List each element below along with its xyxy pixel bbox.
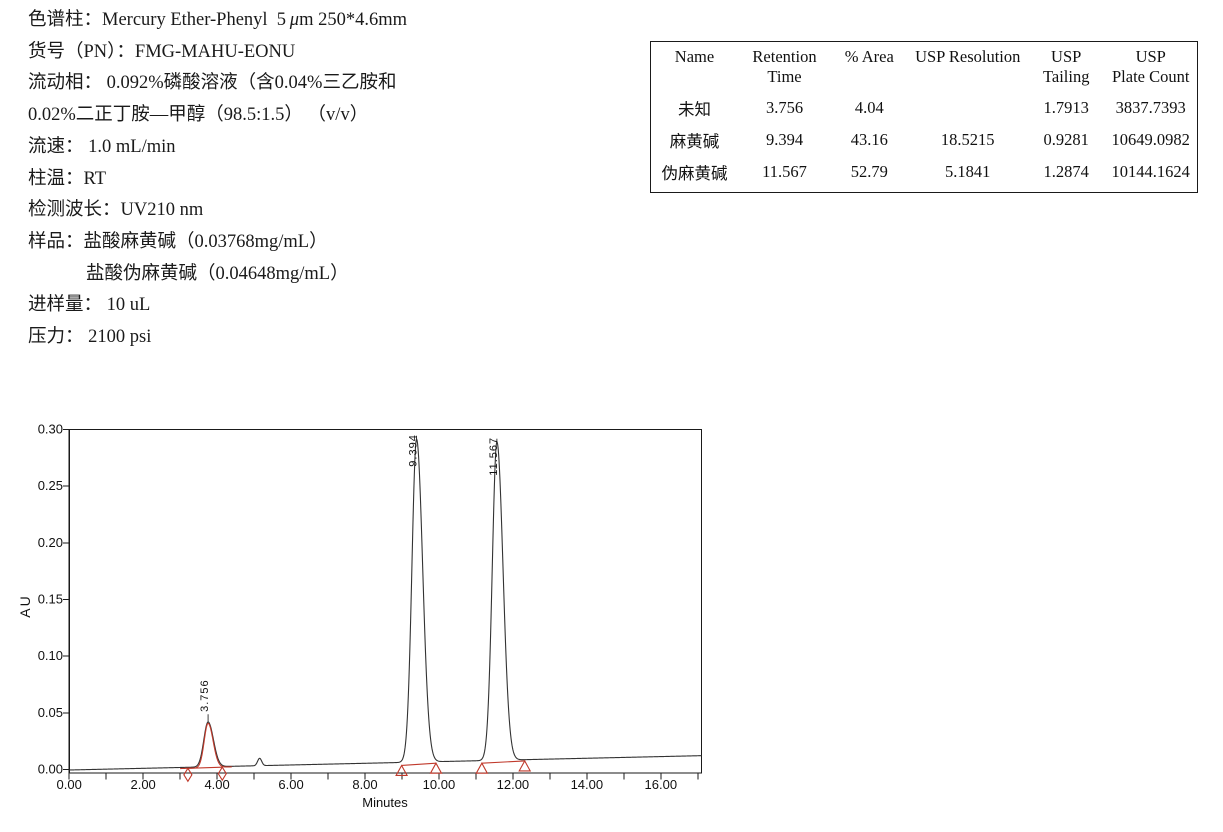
- svg-text:0.05: 0.05: [38, 705, 63, 720]
- svg-text:Minutes: Minutes: [362, 795, 408, 810]
- svg-text:9.394: 9.394: [408, 434, 420, 467]
- svg-text:0.15: 0.15: [38, 592, 63, 607]
- svg-text:0.20: 0.20: [38, 535, 63, 550]
- svg-text:0.10: 0.10: [38, 648, 63, 663]
- svg-text:0.00: 0.00: [38, 762, 63, 777]
- svg-text:0.30: 0.30: [38, 421, 63, 436]
- svg-text:3.756: 3.756: [199, 679, 211, 712]
- svg-text:AU: AU: [17, 594, 33, 617]
- svg-text:11.567: 11.567: [488, 437, 500, 476]
- svg-text:0.25: 0.25: [38, 478, 63, 493]
